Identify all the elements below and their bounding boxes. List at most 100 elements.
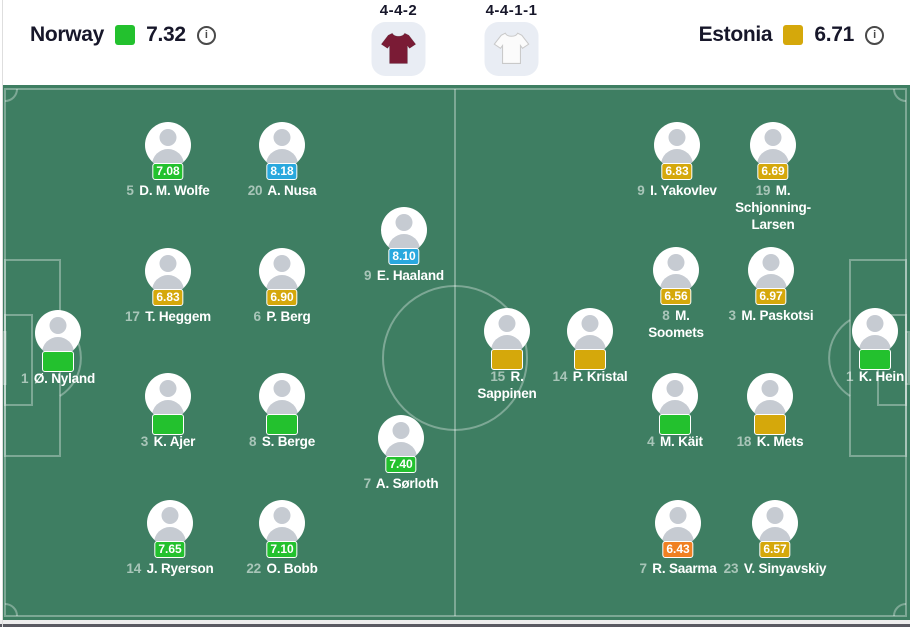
player[interactable]: 6.57 23 V. Sinyavskiy	[715, 500, 835, 577]
player[interactable]: 18 K. Mets	[710, 373, 830, 450]
player-number: 17	[125, 309, 140, 324]
player-avatar	[259, 500, 305, 546]
player-avatar	[652, 373, 698, 419]
player-number: 5	[126, 183, 134, 198]
player-name: 22 O. Bobb	[246, 561, 318, 576]
player-number: 6	[253, 309, 262, 324]
person-icon	[761, 380, 779, 397]
player[interactable]: 6.90 6 P. Berg	[222, 248, 342, 325]
player-avatar	[259, 122, 305, 168]
player-name: 3 M. Paskotsi	[728, 308, 814, 323]
player[interactable]: 14 P. Kristal	[530, 308, 650, 385]
player-name: 15 R. Sappinen	[477, 369, 537, 401]
player-rating-badge	[266, 414, 298, 435]
person-icon	[666, 380, 684, 397]
player-rating-badge: 7.40	[385, 456, 417, 473]
player-name: 19 M. Schjonning- Larsen	[735, 183, 811, 232]
player-avatar	[852, 308, 898, 354]
player[interactable]: 15 R. Sappinen	[447, 308, 567, 402]
player-number: 3	[728, 308, 737, 323]
player[interactable]: 6.56 8 M. Soomets	[616, 247, 736, 341]
info-icon[interactable]: i	[865, 25, 884, 45]
player-name: 14 P. Kristal	[552, 369, 628, 384]
player-name: 5 D. M. Wolfe	[126, 183, 210, 198]
player-number: 3	[140, 434, 149, 449]
player-avatar	[748, 247, 794, 293]
player[interactable]: 4 M. Käit	[615, 373, 735, 450]
player-rating-badge: 6.57	[759, 541, 791, 558]
player[interactable]: 6.83 17 T. Heggem	[108, 248, 228, 325]
away-team-rating-box	[783, 25, 804, 45]
player-avatar	[752, 500, 798, 546]
player-rating-badge: 6.90	[266, 289, 298, 306]
player-number: 7	[363, 476, 372, 491]
player[interactable]: 6.83 9 I. Yakovlev	[617, 122, 737, 199]
player-number: 14	[126, 561, 142, 576]
person-icon	[159, 380, 177, 397]
person-icon	[667, 254, 685, 271]
player-avatar	[484, 308, 530, 354]
player-number: 18	[736, 434, 752, 449]
player-number: 7	[639, 561, 647, 576]
player-rating-badge	[659, 414, 691, 435]
player-name: 18 K. Mets	[736, 434, 804, 449]
player[interactable]: 6.97 3 M. Paskotsi	[711, 247, 831, 324]
player-name: 9 I. Yakovlev	[637, 183, 717, 198]
player-number: 14	[552, 369, 568, 384]
player[interactable]: 8.18 20 A. Nusa	[222, 122, 342, 199]
person-icon	[766, 507, 784, 524]
player-number: 20	[247, 183, 263, 198]
player-avatar	[259, 373, 305, 419]
player-rating-badge: 7.10	[266, 541, 298, 558]
person-icon	[669, 507, 687, 524]
formations: 4-4-2 4-4-1-1	[370, 2, 541, 76]
away-team-summary: Estonia 6.71 i	[699, 23, 884, 47]
person-icon	[273, 255, 291, 272]
left-divider	[2, 0, 3, 627]
player[interactable]: 1 Ø. Nyland	[0, 310, 118, 387]
home-jersey-tile	[371, 22, 426, 76]
away-formation-label: 4-4-1-1	[485, 2, 538, 19]
player-avatar	[654, 122, 700, 168]
player-avatar	[747, 373, 793, 419]
pitch: 1 Ø. Nyland 7.08 5 D. M. Wolfe 8.18 20 A…	[3, 85, 910, 620]
player-name: 20 A. Nusa	[247, 183, 317, 198]
player-rating-badge: 6.97	[755, 288, 787, 305]
player[interactable]: 6.43 7 R. Saarma	[618, 500, 738, 577]
person-icon	[273, 129, 291, 146]
player[interactable]: 6.69 19 M. Schjonning- Larsen	[713, 122, 833, 233]
person-icon	[159, 129, 177, 146]
player-avatar	[750, 122, 796, 168]
player[interactable]: 7.65 14 J. Ryerson	[110, 500, 230, 577]
away-team-name: Estonia	[698, 23, 773, 46]
person-icon	[273, 507, 291, 524]
player-number: 8	[662, 308, 670, 323]
bottom-strip	[0, 620, 910, 624]
player-rating-badge: 6.69	[757, 163, 789, 180]
player-avatar	[381, 207, 427, 253]
player-rating-badge	[152, 414, 184, 435]
person-icon	[581, 315, 599, 332]
info-icon[interactable]: i	[196, 25, 216, 45]
player-rating-badge: 7.08	[152, 163, 184, 180]
person-icon	[764, 129, 782, 146]
player-avatar	[655, 500, 701, 546]
away-team-rating: 6.71	[814, 23, 854, 46]
person-icon	[49, 317, 67, 334]
player[interactable]: 8 S. Berge	[222, 373, 342, 450]
player[interactable]: 7.40 7 A. Sørloth	[341, 415, 461, 492]
home-jersey-icon	[380, 32, 417, 64]
player[interactable]: 8.10 9 E. Haaland	[344, 207, 464, 284]
player-rating-badge: 6.83	[661, 163, 693, 180]
bottom-bar	[0, 624, 910, 627]
player-name: 3 K. Ajer	[140, 434, 196, 449]
player[interactable]: 7.08 5 D. M. Wolfe	[108, 122, 228, 199]
player-rating-badge: 8.10	[388, 248, 420, 265]
player[interactable]: 1 K. Hein	[815, 308, 910, 385]
player-avatar	[259, 248, 305, 294]
player-name: 23 V. Sinyavskiy	[723, 561, 827, 576]
player-name: 14 J. Ryerson	[126, 561, 214, 576]
player[interactable]: 7.10 22 O. Bobb	[222, 500, 342, 577]
player[interactable]: 3 K. Ajer	[108, 373, 228, 450]
